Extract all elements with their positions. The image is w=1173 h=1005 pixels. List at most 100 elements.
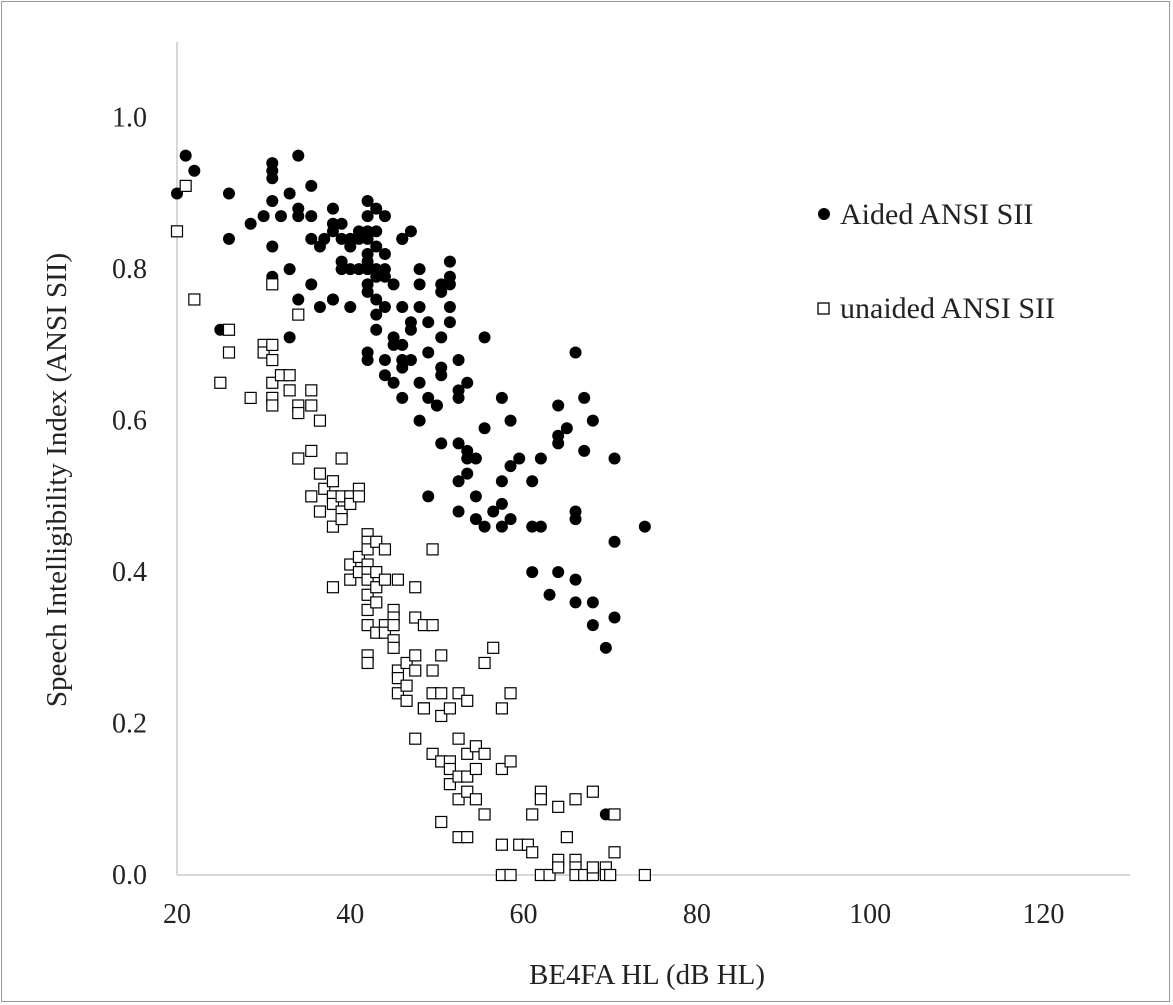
aided-point — [396, 391, 409, 404]
unaided-point — [504, 687, 517, 700]
aided-point — [370, 323, 383, 336]
unaided-point — [361, 656, 374, 670]
y-tick-labels: 0.0 0.2 0.4 0.6 0.8 1.0 — [112, 103, 147, 891]
aided-point — [526, 520, 539, 533]
aided-point — [361, 285, 374, 298]
x-tick-labels: 20 40 60 80 100 120 — [163, 899, 1064, 930]
unaided-point — [526, 808, 539, 821]
aided-point — [504, 513, 517, 526]
aided-point — [435, 331, 448, 344]
y-tick-label: 0.4 — [112, 557, 147, 588]
unaided-point — [283, 369, 296, 382]
aided-point — [352, 263, 365, 276]
aided-point — [422, 391, 435, 404]
aided-point — [257, 210, 270, 223]
unaided-point — [344, 558, 357, 571]
aided-point — [586, 414, 599, 427]
aided-point — [478, 520, 491, 533]
unaided-point — [400, 656, 413, 670]
unaided-point — [305, 399, 318, 412]
unaided-point — [292, 308, 305, 321]
aided-point — [495, 520, 508, 533]
aided-point — [404, 354, 417, 367]
aided-point — [469, 490, 482, 503]
aided-point — [344, 263, 357, 276]
aided-point — [222, 187, 235, 200]
unaided-point — [326, 581, 340, 594]
aided-point — [469, 513, 482, 526]
aided-point — [422, 316, 435, 329]
aided-point — [387, 278, 400, 291]
aided-point — [569, 513, 582, 526]
x-tick-label: 80 — [683, 899, 711, 930]
aided-point — [452, 505, 465, 518]
aided-point — [586, 596, 599, 609]
aided-point — [526, 475, 539, 488]
unaided-point — [352, 550, 366, 564]
aided-point — [543, 588, 556, 601]
unaided-point — [552, 861, 565, 874]
aided-point — [422, 346, 435, 359]
unaided-point — [409, 611, 422, 624]
aided-point — [435, 369, 448, 382]
unaided-point — [335, 452, 348, 465]
x-tick-label: 60 — [510, 899, 538, 930]
unaided-point — [569, 793, 582, 806]
unaided-point — [426, 618, 439, 632]
unaided-point — [352, 490, 366, 503]
unaided-point — [495, 762, 508, 776]
aided-point — [443, 316, 456, 329]
aided-point — [526, 566, 539, 579]
unaided-point — [461, 747, 474, 760]
y-tick-label: 0.6 — [112, 406, 147, 437]
aided-point — [370, 225, 383, 238]
unaided-point — [495, 702, 508, 715]
unaided-point — [409, 581, 422, 594]
aided-point — [504, 460, 517, 473]
unaided-point — [604, 868, 617, 882]
aided-point — [326, 293, 339, 306]
unaided-point — [409, 732, 422, 745]
aided-point — [413, 376, 426, 389]
unaided-point — [504, 755, 517, 768]
aided-point — [387, 376, 400, 389]
x-tick-label: 40 — [336, 899, 364, 930]
aided-point — [552, 437, 565, 450]
unaided-point — [478, 747, 491, 760]
aided-point — [513, 452, 526, 465]
unaided-point — [391, 672, 405, 685]
unaided-point — [361, 588, 374, 601]
y-tick-label: 0.8 — [112, 254, 147, 285]
unaided-point — [361, 573, 374, 586]
aided-point — [378, 248, 391, 261]
y-tick-label: 1.0 — [112, 103, 147, 134]
aided-point — [487, 505, 500, 518]
legend-marker-aided — [818, 208, 830, 220]
aided-point — [569, 596, 582, 609]
aided-point — [370, 293, 383, 306]
aided-point — [569, 346, 582, 359]
aided-point — [318, 232, 331, 245]
unaided-point — [283, 384, 296, 397]
aided-point — [560, 422, 573, 435]
aided-point — [413, 414, 426, 427]
series-unaided — [170, 179, 651, 882]
unaided-point — [435, 709, 448, 723]
unaided-point — [318, 482, 331, 495]
aided-point — [326, 202, 339, 215]
aided-point — [326, 225, 339, 238]
unaided-point — [452, 793, 465, 806]
aided-point — [344, 301, 357, 314]
aided-point — [361, 263, 374, 276]
aided-point — [478, 422, 491, 435]
aided-point — [396, 338, 409, 351]
unaided-point — [608, 846, 621, 859]
unaided-point — [305, 490, 318, 503]
aided-point — [361, 210, 374, 223]
aided-point — [370, 270, 383, 283]
aided-point — [283, 187, 296, 200]
unaided-point — [326, 497, 340, 511]
unaided-point — [344, 497, 357, 511]
legend-label-aided: Aided ANSI SII — [840, 198, 1033, 231]
